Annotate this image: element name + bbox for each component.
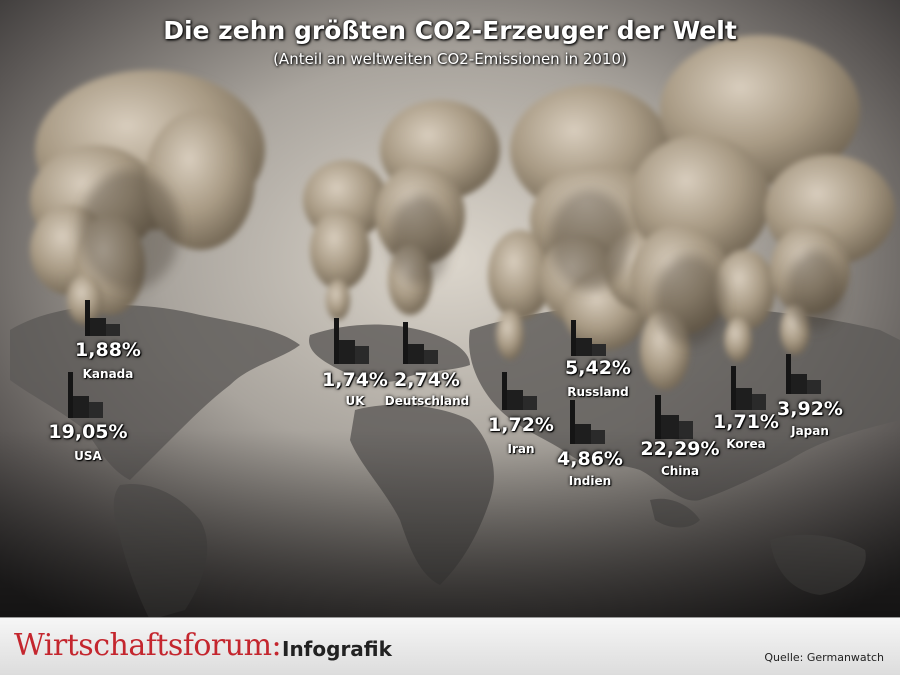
value-label-china: 22,29% xyxy=(640,438,720,460)
source-note: Quelle: Germanwatch xyxy=(764,651,884,664)
value-label-deutschland: 2,74% xyxy=(394,369,460,391)
country-label-japan: Japan xyxy=(791,424,829,438)
country-label-deutschland: Deutschland xyxy=(384,394,470,408)
chart-subtitle: (Anteil an weltweiten CO2-Emissionen in … xyxy=(273,50,627,68)
country-label-china: China xyxy=(660,464,700,478)
factory-icons xyxy=(68,300,821,444)
factory-icon-korea xyxy=(731,366,766,410)
value-label-japan: 3,92% xyxy=(777,398,843,420)
value-label-indien: 4,86% xyxy=(557,448,623,470)
factory-icon-japan xyxy=(786,354,821,394)
chart-title: Die zehn größten CO2-Erzeuger der Welt xyxy=(163,16,737,45)
value-label-russland: 5,42% xyxy=(565,357,631,379)
factory-icon-indien xyxy=(570,400,605,444)
factory-icon-iran xyxy=(502,372,537,410)
factory-icon-uk xyxy=(334,318,369,364)
country-label-iran: Iran xyxy=(507,442,535,456)
country-label-usa: USA xyxy=(74,449,102,463)
country-label-kanada: Kanada xyxy=(82,367,134,381)
value-label-kanada: 1,88% xyxy=(75,339,141,361)
value-label-usa: 19,05% xyxy=(48,421,128,443)
value-label-korea: 1,71% xyxy=(713,411,779,433)
factory-icon-usa xyxy=(68,372,103,418)
footer-bar: Wirtschaftsforum: Infografik Quelle: Ger… xyxy=(0,617,900,675)
value-label-uk: 1,74% xyxy=(322,369,388,391)
country-label-korea: Korea xyxy=(726,437,766,451)
brand-logo: Wirtschaftsforum: xyxy=(14,628,282,663)
factory-icon-china xyxy=(655,395,693,439)
country-label-indien: Indien xyxy=(568,474,612,488)
brand-subtitle: Infografik xyxy=(282,637,392,661)
world-map-background xyxy=(0,0,900,620)
value-label-iran: 1,72% xyxy=(488,414,554,436)
factory-icon-deutschland xyxy=(403,322,438,364)
factory-icon-kanada xyxy=(85,300,120,336)
factory-icon-russland xyxy=(571,320,606,356)
country-label-russland: Russland xyxy=(567,385,629,399)
country-label-uk: UK xyxy=(345,394,365,408)
smoke-plumes xyxy=(30,35,895,390)
